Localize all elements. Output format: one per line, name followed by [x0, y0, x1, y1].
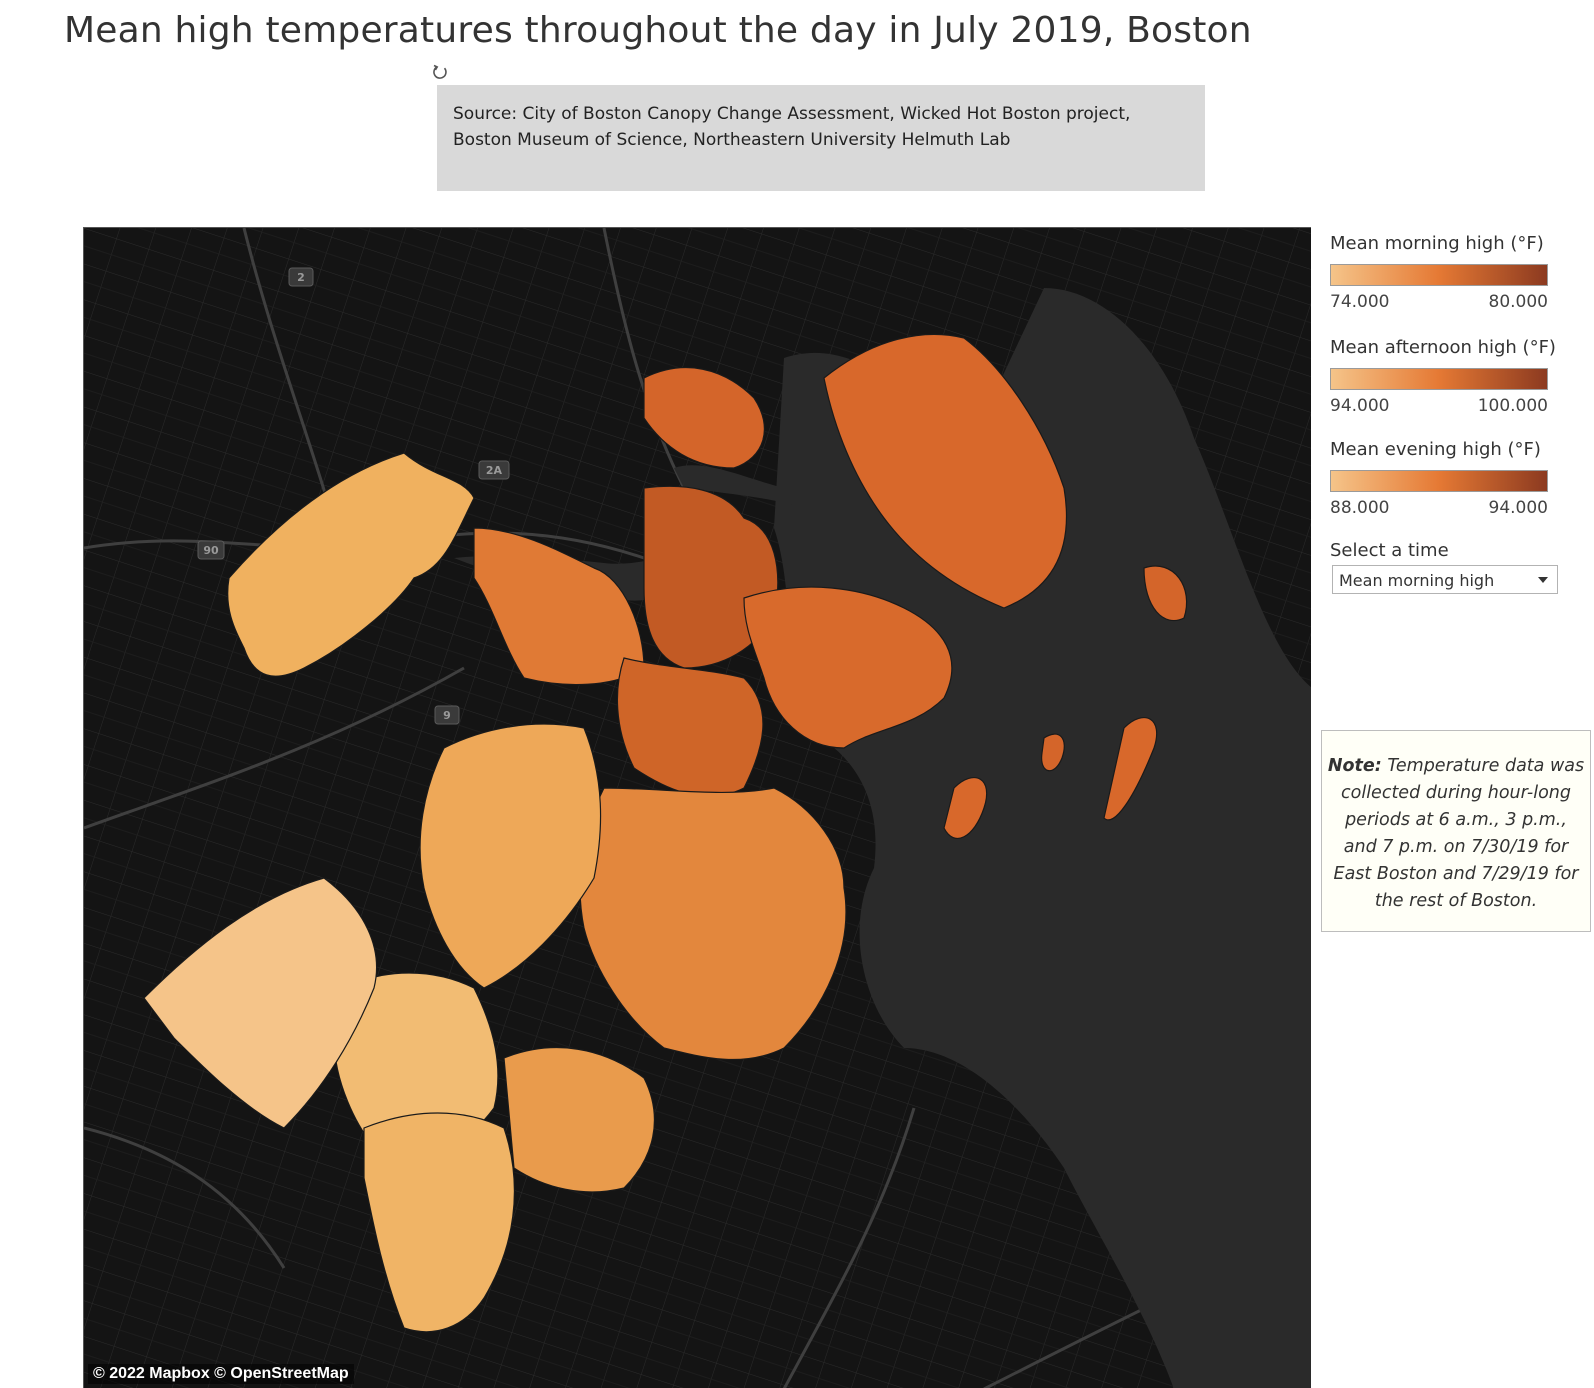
note-box: Note: Temperature data was collected dur…	[1321, 730, 1591, 932]
west-roxbury	[143, 877, 378, 1129]
route-2a-label: 2A	[486, 464, 503, 477]
long-island	[1103, 717, 1158, 821]
neighborhood-polygons	[143, 333, 1188, 1333]
jamaica-plain	[419, 723, 602, 989]
legend-min: 88.000	[1330, 498, 1390, 518]
south-end-roxbury	[616, 657, 764, 797]
hyde-park	[363, 1112, 516, 1333]
highway-shields	[197, 267, 510, 725]
legend-max: 100.000	[1477, 396, 1548, 416]
legend-max: 94.000	[1488, 498, 1548, 518]
legend-title: Mean evening high (°F)	[1330, 439, 1541, 460]
route-2-shield	[288, 267, 314, 287]
page-title: Mean high temperatures throughout the da…	[64, 10, 1252, 51]
legend-color-ramp	[1330, 470, 1548, 492]
map-attribution[interactable]: © 2022 Mapbox © OpenStreetMap	[88, 1364, 354, 1384]
route-2-label: 2	[297, 271, 305, 284]
legend-color-ramp	[1330, 264, 1548, 286]
legend-evening: Mean evening high (°F) 88.000 94.000	[1330, 439, 1560, 518]
chevron-down-icon[interactable]	[1538, 577, 1548, 583]
route-9-shield	[434, 705, 460, 725]
i90-label: 90	[203, 544, 219, 557]
dorchester	[579, 787, 847, 1061]
map-area[interactable]: 2 2A 90 9 © 2022 Mapbox © OpenStreetMap	[83, 227, 1311, 1388]
time-selector-value: Mean morning high	[1339, 571, 1495, 590]
note-lead: Note:	[1327, 756, 1382, 776]
legend-color-ramp	[1330, 368, 1548, 390]
highway-shield-labels: 2 2A 90 9	[203, 271, 502, 722]
legend-morning: Mean morning high (°F) 74.000 80.000	[1330, 233, 1560, 312]
boston-map[interactable]: 2 2A 90 9	[84, 228, 1311, 1388]
legend-ticks: 88.000 94.000	[1330, 498, 1548, 518]
mattapan	[503, 1047, 655, 1193]
legend-min: 94.000	[1330, 396, 1390, 416]
legend-max: 80.000	[1488, 292, 1548, 312]
route-9-label: 9	[443, 709, 451, 722]
legend-ticks: 74.000 80.000	[1330, 292, 1548, 312]
i90-shield	[197, 540, 225, 560]
legend-min: 74.000	[1330, 292, 1390, 312]
south-boston	[743, 586, 953, 749]
legend-afternoon: Mean afternoon high (°F) 94.000 100.000	[1330, 337, 1560, 416]
time-selector-label: Select a time	[1330, 540, 1449, 561]
revert-icon[interactable]	[430, 62, 450, 82]
legend-ticks: 94.000 100.000	[1330, 396, 1548, 416]
allston-brighton	[227, 452, 475, 677]
legend-title: Mean morning high (°F)	[1330, 233, 1544, 254]
note-text: Temperature data was collected during ho…	[1333, 756, 1585, 911]
moon-island	[1143, 565, 1188, 622]
boston-harbor	[774, 288, 1311, 1388]
charlestown	[643, 367, 765, 469]
spectacle-island	[1041, 733, 1065, 772]
east-boston	[823, 333, 1068, 609]
thompson-island	[943, 777, 988, 839]
route-2a-shield	[478, 460, 510, 480]
legend-title: Mean afternoon high (°F)	[1330, 337, 1556, 358]
mystic-river	[674, 465, 804, 508]
source-caption: Source: City of Boston Canopy Change Ass…	[437, 85, 1205, 191]
time-selector-dropdown[interactable]: Mean morning high	[1332, 565, 1558, 594]
